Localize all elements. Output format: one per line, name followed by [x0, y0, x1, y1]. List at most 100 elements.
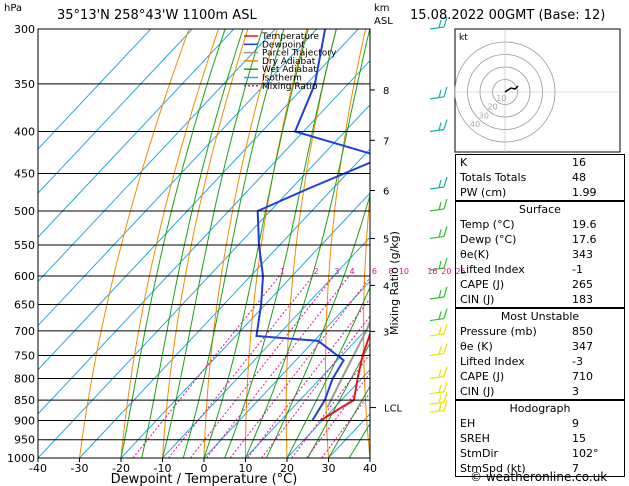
pressure-tick-label: 700 — [14, 325, 35, 338]
barb-staff — [429, 296, 445, 300]
wind-barb — [429, 366, 448, 380]
hodograph-trace — [504, 85, 519, 93]
index-row: Pressure (mb) 850 — [456, 324, 624, 339]
hodograph-kt-label: kt — [459, 33, 468, 43]
x-tick-label: -10 — [154, 462, 172, 475]
index-value: 9 — [572, 417, 579, 430]
isotherm-line — [38, 29, 152, 150]
pressure-tick-label: 550 — [14, 239, 35, 252]
index-name: Totals Totals — [460, 171, 527, 184]
barb-flag — [443, 176, 448, 188]
barb-staff — [429, 401, 445, 405]
km-tick-label: 3 — [383, 327, 389, 338]
parcel-trajectory-line — [326, 319, 370, 409]
index-value: 710 — [572, 370, 593, 383]
hodograph-frame — [454, 28, 621, 153]
mixing-ratio-axis-label: Mixing Ratio (g/kg) — [388, 231, 401, 335]
index-value: 183 — [572, 293, 593, 306]
x-axis-label: Dewpoint / Temperature (°C) — [111, 472, 298, 486]
wind-barb — [429, 119, 448, 133]
barb-flag — [438, 89, 442, 99]
isotherm-line — [38, 29, 193, 194]
km-tick-label: 6 — [383, 186, 389, 197]
asl-label: ASL — [374, 16, 393, 27]
mixing-ratio-label: 16 — [427, 267, 437, 276]
km-tick-label: 8 — [383, 86, 389, 97]
barb-flag — [443, 286, 448, 298]
legend-label: Parcel Trajectory — [262, 49, 337, 59]
barb-staff — [429, 26, 445, 30]
isotherm-line — [120, 192, 370, 458]
barb-staff — [429, 128, 445, 133]
mixing-ratio-label: 3 — [334, 267, 339, 276]
barb-flag — [438, 19, 442, 29]
lcl-label: LCL — [384, 404, 403, 415]
km-label: km — [374, 3, 390, 14]
index-value: 15 — [572, 432, 586, 445]
barb-staff — [429, 208, 445, 212]
index-name: CAPE (J) — [460, 278, 505, 291]
pressure-tick-label: 900 — [14, 414, 35, 427]
index-value: 19.6 — [572, 218, 597, 231]
hodograph-ring-label: 40 — [470, 120, 480, 129]
barb-flag — [438, 395, 442, 404]
barb-staff — [429, 409, 445, 414]
legend-label: Dry Adiabat — [262, 57, 316, 67]
barb-staff — [429, 96, 445, 100]
index-row: θe(K) 343 — [456, 247, 624, 262]
datetime-title: 15.08.2022 00GMT (Base: 12) — [410, 8, 606, 23]
index-row: CIN (J) 183 — [456, 292, 624, 307]
index-value: 3 — [572, 385, 579, 398]
x-tick-label: -20 — [112, 462, 130, 475]
index-row: SREH 15 — [456, 431, 624, 446]
isotherm-line — [38, 59, 370, 415]
index-row: θe (K) 347 — [456, 339, 624, 354]
index-name: PW (cm) — [460, 186, 507, 199]
index-row: K 16 — [456, 155, 624, 170]
wind-barb — [429, 286, 448, 300]
dry-adiabat-line — [162, 29, 249, 458]
x-tick-label: 20 — [280, 462, 294, 475]
barb-flag — [438, 326, 442, 336]
hodograph-ring-label: 30 — [479, 111, 489, 120]
index-row: Dewp (°C) 17.6 — [456, 232, 624, 247]
isotherm-line — [38, 29, 318, 327]
dry-adiabat-line — [325, 29, 367, 458]
legend-label: Wet Adiabat — [262, 65, 317, 75]
index-row: Lifted Index -1 — [456, 262, 624, 277]
x-tick-label: 30 — [322, 462, 336, 475]
barb-flag — [438, 369, 442, 378]
barb-flag — [443, 343, 448, 354]
temperature-line — [320, 331, 370, 422]
barb-staff — [429, 333, 445, 337]
mixing-ratio-label: 4 — [350, 267, 355, 276]
pressure-tick-label: 850 — [14, 394, 35, 407]
wind-barb — [429, 392, 448, 405]
barb-flag — [443, 366, 448, 377]
wet-adiabat-line — [328, 385, 370, 458]
pressure-tick-label: 750 — [14, 349, 35, 362]
basic-indices-box: K 16 Totals Totals 48 PW (cm) 1.99 — [455, 154, 625, 201]
isotherm-line — [79, 148, 370, 458]
most-unstable-box: Most Unstable Pressure (mb) 850 θe (K) 347 Li… — [455, 308, 625, 400]
isotherm-line — [38, 29, 359, 371]
wind-barb — [429, 16, 448, 30]
barb-flag — [438, 122, 442, 131]
wind-barb — [429, 323, 448, 337]
index-row: Totals Totals 48 — [456, 170, 624, 185]
index-name: θe (K) — [460, 340, 493, 353]
mixing-ratio-label: 10 — [399, 267, 409, 276]
isotherm-line — [162, 236, 370, 458]
index-row: CIN (J) 3 — [456, 384, 624, 399]
legend-label: Mixing Ratio — [262, 82, 318, 92]
pressure-tick-label: 600 — [14, 270, 35, 283]
x-tick-label: -30 — [71, 462, 89, 475]
index-name: Lifted Index — [460, 263, 525, 276]
barb-flag — [443, 400, 448, 411]
index-name: K — [460, 156, 468, 169]
mixing-ratio-label: 25 — [455, 267, 465, 276]
index-name: Dewp (°C) — [460, 233, 517, 246]
index-name: θe(K) — [460, 248, 490, 261]
index-row: CAPE (J) 710 — [456, 369, 624, 384]
x-tick-label: 40 — [363, 462, 377, 475]
